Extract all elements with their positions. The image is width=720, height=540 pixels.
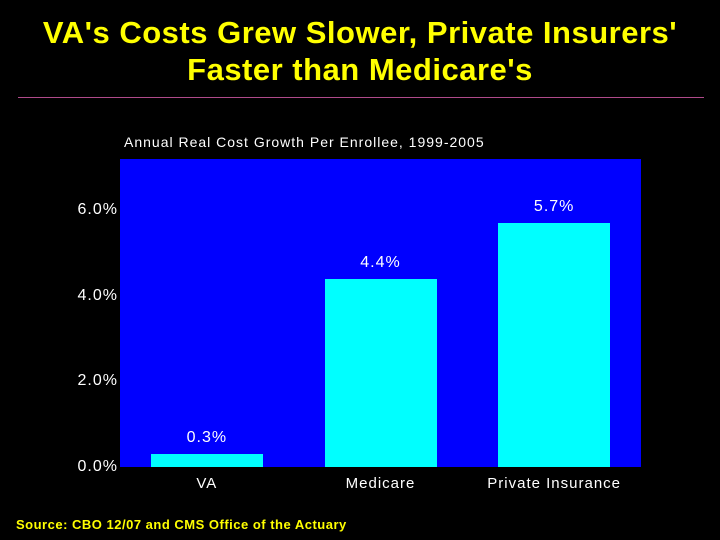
source-note: Source: CBO 12/07 and CMS Office of the …: [16, 517, 347, 532]
plot-area: [120, 159, 641, 467]
bar-va: [150, 454, 263, 467]
y-tick-label: 0.0%: [77, 458, 118, 475]
data-label-private-insurance: 5.7%: [533, 198, 575, 216]
y-tick-label: 2.0%: [77, 372, 118, 390]
x-tick-label: Private Insurance: [487, 475, 622, 492]
y-tick-label: 4.0%: [77, 286, 118, 304]
data-label-medicare: 4.4%: [360, 253, 401, 271]
bar-private-insurance: [498, 223, 611, 467]
x-tick-label: Medicare: [345, 475, 416, 492]
y-tick-label: 6.0%: [77, 201, 118, 219]
slide-title-line-2: Faster than Medicare's: [187, 52, 533, 87]
chart-title: Annual Real Cost Growth Per Enrollee, 19…: [124, 134, 485, 150]
title-divider: [18, 97, 704, 98]
data-label-va: 0.3%: [186, 429, 228, 447]
bar-medicare: [324, 278, 437, 467]
slide-title-line-1: VA's Costs Grew Slower, Private Insurers…: [42, 15, 678, 50]
x-tick-label: VA: [196, 475, 218, 492]
slide-title: VA's Costs Grew Slower, Private Insurers…: [0, 14, 720, 88]
